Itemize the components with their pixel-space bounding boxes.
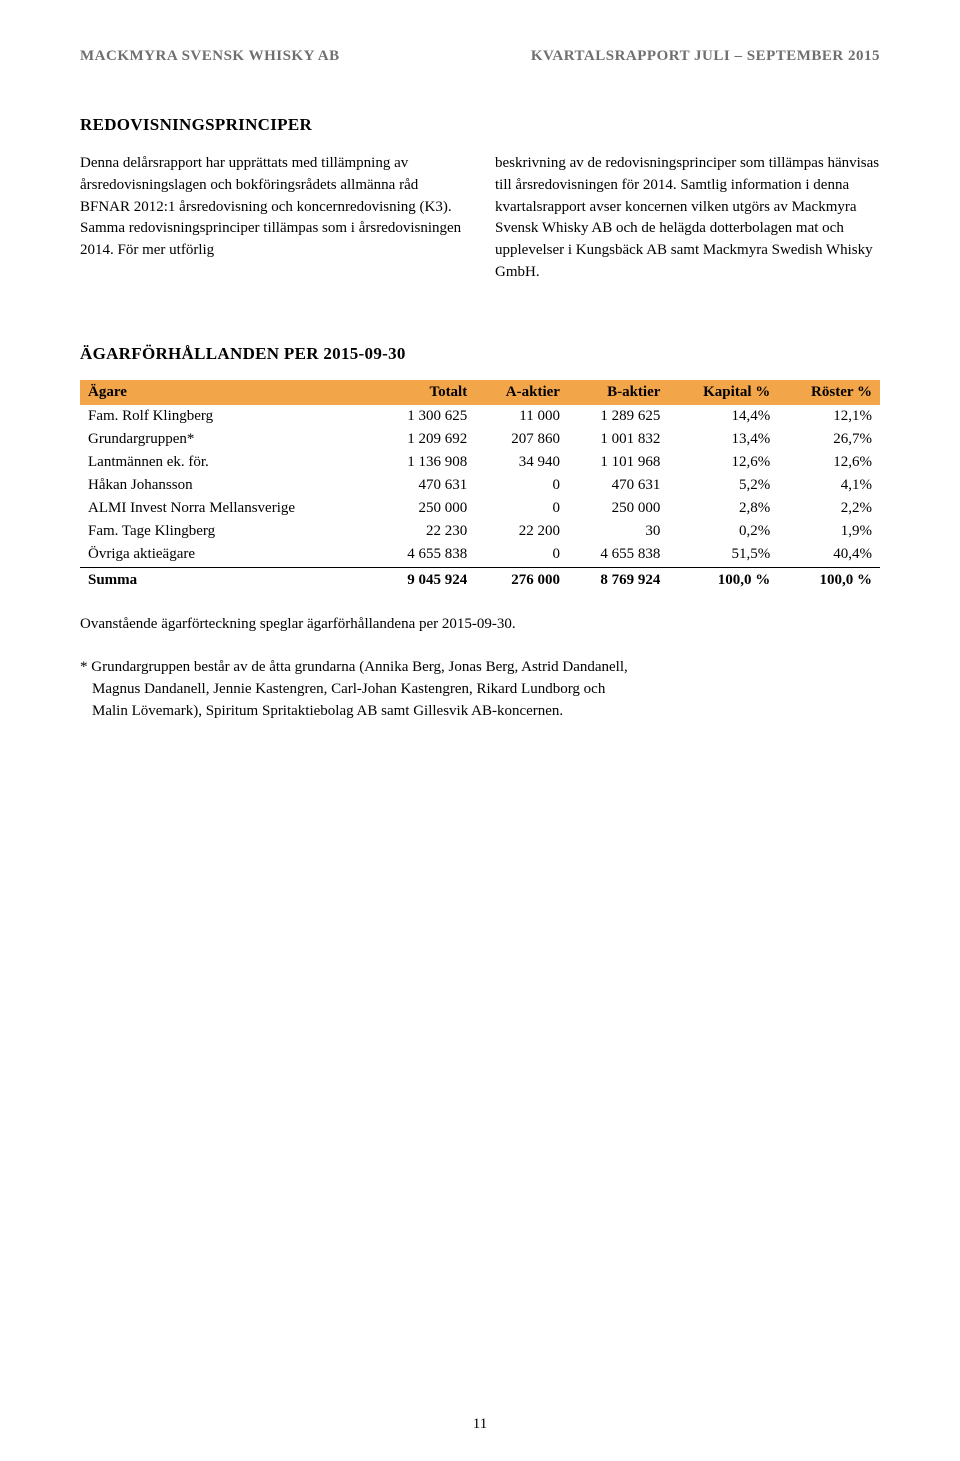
cell-totalt: 9 045 924 [375, 567, 475, 592]
cell-kapital: 2,8% [668, 497, 778, 520]
footnote-line-3: Malin Lövemark), Spiritum Spritaktiebola… [80, 701, 880, 723]
page: MACKMYRA SVENSK WHISKY AB KVARTALSRAPPOR… [0, 0, 960, 1461]
col-header-aaktier: A-aktier [475, 380, 568, 405]
cell-a: 276 000 [475, 567, 568, 592]
cell-name: Summa [80, 567, 375, 592]
cell-b: 1 101 968 [568, 451, 668, 474]
cell-totalt: 1 136 908 [375, 451, 475, 474]
cell-name: Övriga aktieägare [80, 543, 375, 568]
cell-name: Fam. Tage Klingberg [80, 520, 375, 543]
col-header-agare: Ägare [80, 380, 375, 405]
cell-b: 4 655 838 [568, 543, 668, 568]
cell-name: Fam. Rolf Klingberg [80, 405, 375, 428]
cell-b: 1 001 832 [568, 428, 668, 451]
table-row: Grundargruppen* 1 209 692 207 860 1 001 … [80, 428, 880, 451]
cell-kapital: 0,2% [668, 520, 778, 543]
cell-a: 0 [475, 474, 568, 497]
cell-b: 250 000 [568, 497, 668, 520]
owners-table-body: Fam. Rolf Klingberg 1 300 625 11 000 1 2… [80, 405, 880, 592]
col-header-roster: Röster % [778, 380, 880, 405]
section-title-owners: ÄGARFÖRHÅLLANDEN PER 2015-09-30 [80, 344, 880, 364]
cell-roster: 100,0 % [778, 567, 880, 592]
table-row: Lantmännen ek. för. 1 136 908 34 940 1 1… [80, 451, 880, 474]
col-header-baktier: B-aktier [568, 380, 668, 405]
cell-totalt: 250 000 [375, 497, 475, 520]
cell-b: 8 769 924 [568, 567, 668, 592]
cell-a: 34 940 [475, 451, 568, 474]
cell-a: 22 200 [475, 520, 568, 543]
table-row: Håkan Johansson 470 631 0 470 631 5,2% 4… [80, 474, 880, 497]
cell-kapital: 5,2% [668, 474, 778, 497]
cell-kapital: 100,0 % [668, 567, 778, 592]
footnote-line-2: Magnus Dandanell, Jennie Kastengren, Car… [80, 679, 880, 701]
section-title-redovisningsprinciper: REDOVISNINGSPRINCIPER [80, 115, 880, 135]
cell-roster: 40,4% [778, 543, 880, 568]
footnote: * Grundargruppen består av de åtta grund… [80, 657, 880, 722]
cell-kapital: 14,4% [668, 405, 778, 428]
cell-kapital: 51,5% [668, 543, 778, 568]
table-note: Ovanstående ägarförteckning speglar ägar… [80, 614, 880, 636]
owners-table-head: Ägare Totalt A-aktier B-aktier Kapital %… [80, 380, 880, 405]
cell-b: 470 631 [568, 474, 668, 497]
cell-name: Håkan Johansson [80, 474, 375, 497]
cell-name: ALMI Invest Norra Mellansverige [80, 497, 375, 520]
cell-kapital: 13,4% [668, 428, 778, 451]
cell-b: 1 289 625 [568, 405, 668, 428]
cell-roster: 12,6% [778, 451, 880, 474]
cell-roster: 2,2% [778, 497, 880, 520]
two-column-body: Denna delårsrapport har upprättats med t… [80, 153, 880, 284]
col-header-totalt: Totalt [375, 380, 475, 405]
cell-name: Lantmännen ek. för. [80, 451, 375, 474]
footnote-line-1: * Grundargruppen består av de åtta grund… [80, 657, 880, 679]
header-left: MACKMYRA SVENSK WHISKY AB [80, 48, 340, 65]
owners-table: Ägare Totalt A-aktier B-aktier Kapital %… [80, 380, 880, 592]
cell-totalt: 4 655 838 [375, 543, 475, 568]
cell-totalt: 1 300 625 [375, 405, 475, 428]
cell-totalt: 1 209 692 [375, 428, 475, 451]
cell-b: 30 [568, 520, 668, 543]
cell-name: Grundargruppen* [80, 428, 375, 451]
table-row: Fam. Rolf Klingberg 1 300 625 11 000 1 2… [80, 405, 880, 428]
page-header: MACKMYRA SVENSK WHISKY AB KVARTALSRAPPOR… [80, 48, 880, 65]
table-row: Fam. Tage Klingberg 22 230 22 200 30 0,2… [80, 520, 880, 543]
owners-header-row: Ägare Totalt A-aktier B-aktier Kapital %… [80, 380, 880, 405]
cell-a: 207 860 [475, 428, 568, 451]
cell-totalt: 22 230 [375, 520, 475, 543]
table-row: ALMI Invest Norra Mellansverige 250 000 … [80, 497, 880, 520]
page-number: 11 [0, 1416, 960, 1433]
header-right: KVARTALSRAPPORT JULI – SEPTEMBER 2015 [531, 48, 880, 65]
cell-roster: 1,9% [778, 520, 880, 543]
cell-totalt: 470 631 [375, 474, 475, 497]
left-column-text: Denna delårsrapport har upprättats med t… [80, 153, 465, 284]
right-column-text: beskrivning av de redovisningsprinciper … [495, 153, 880, 284]
cell-kapital: 12,6% [668, 451, 778, 474]
table-row-summa: Summa 9 045 924 276 000 8 769 924 100,0 … [80, 567, 880, 592]
col-header-kapital: Kapital % [668, 380, 778, 405]
cell-roster: 26,7% [778, 428, 880, 451]
cell-roster: 4,1% [778, 474, 880, 497]
table-row: Övriga aktieägare 4 655 838 0 4 655 838 … [80, 543, 880, 568]
cell-a: 11 000 [475, 405, 568, 428]
cell-a: 0 [475, 497, 568, 520]
cell-a: 0 [475, 543, 568, 568]
cell-roster: 12,1% [778, 405, 880, 428]
